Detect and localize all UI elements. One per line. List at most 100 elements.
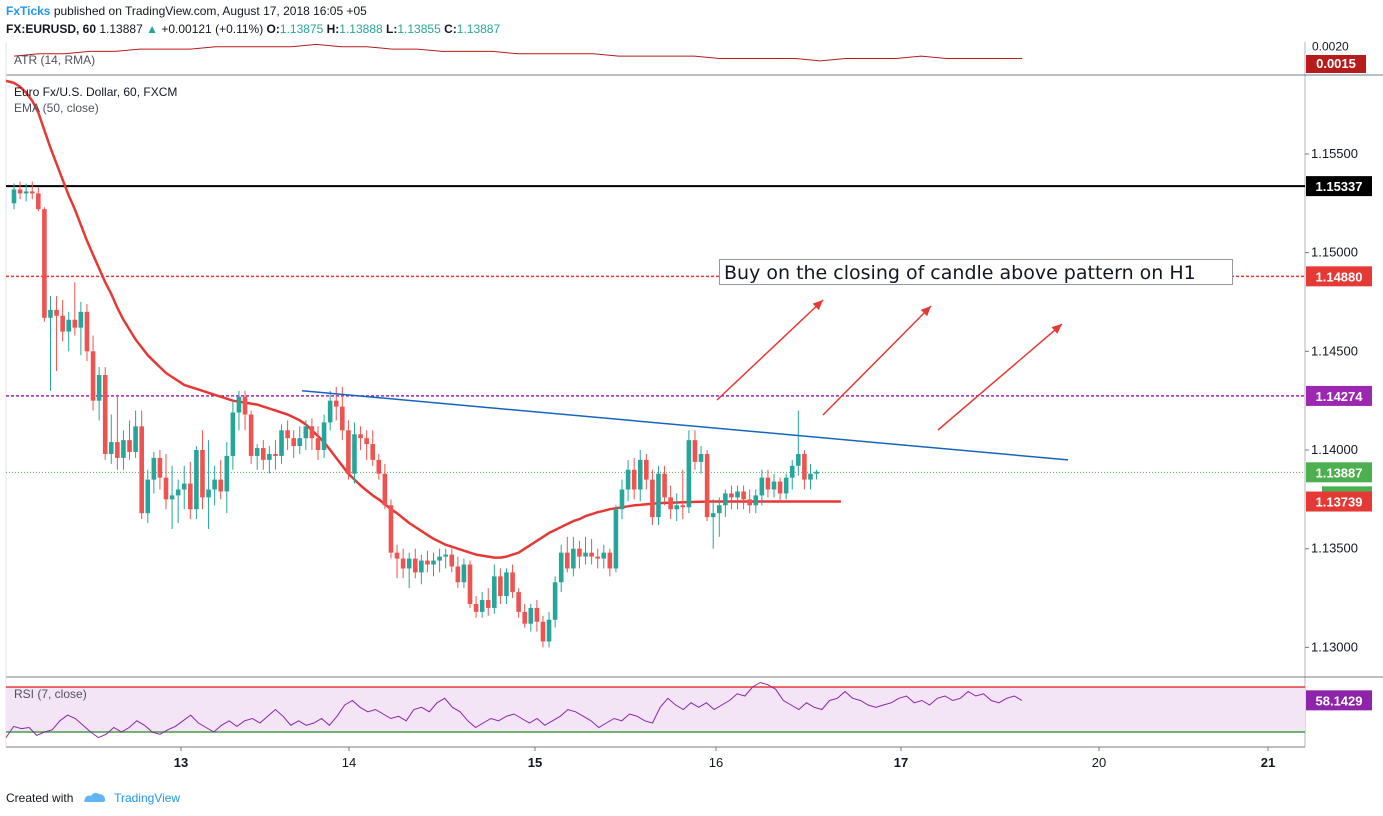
candle-body [680, 505, 686, 508]
candle [443, 548, 448, 569]
candle-body [115, 442, 120, 458]
candle [759, 469, 765, 506]
rsi-label: RSI (7, close) [14, 687, 87, 701]
rsi-value-tag [1306, 690, 1372, 711]
last-price: 1.13887 [99, 22, 143, 36]
candle [485, 588, 491, 616]
candle-body [510, 572, 515, 593]
chart-area[interactable]: ATR (14, RMA) 0.0020 0.0015 Buy on the clo… [0, 40, 1383, 790]
buy-arrow-head [920, 306, 931, 317]
candle-body [704, 453, 710, 518]
candle [157, 450, 163, 490]
candle-body [437, 556, 442, 561]
candle [437, 548, 442, 573]
candle-body [741, 491, 746, 500]
candle-body [461, 564, 467, 583]
candle [96, 367, 102, 421]
candle-body [48, 309, 53, 318]
candle [321, 414, 327, 458]
candle [273, 440, 278, 470]
buy-arrow [822, 305, 932, 416]
candle-body [808, 473, 813, 480]
candle-body [394, 552, 400, 559]
candle-body [364, 438, 369, 445]
candle-body [771, 481, 777, 490]
candle-body [273, 453, 278, 456]
candle [358, 426, 363, 451]
candle [668, 485, 673, 520]
candle-body [571, 548, 576, 569]
buy-arrow [716, 299, 824, 401]
candle-body [188, 483, 193, 510]
candle [60, 300, 65, 342]
candle [297, 426, 303, 454]
candle-body [729, 493, 734, 498]
candle [327, 390, 333, 431]
trendline [301, 390, 1069, 461]
candle [17, 181, 23, 200]
time-tick-label: 17 [894, 755, 908, 770]
candle [370, 430, 376, 466]
current-price-tag [1306, 462, 1372, 483]
current-price-tag-label: 1.13887 [1316, 465, 1363, 480]
candle-body [291, 438, 296, 447]
candle-body [619, 489, 625, 510]
candle [625, 459, 631, 502]
candle [218, 459, 224, 500]
candle-body [644, 459, 649, 480]
candle [637, 450, 643, 502]
close-value: 1.13887 [456, 22, 501, 36]
candle [260, 440, 266, 470]
candle [631, 457, 637, 500]
candle-body [455, 566, 461, 583]
candle-body [108, 442, 114, 454]
candle-body [224, 455, 230, 492]
candle-body [753, 495, 759, 506]
candle-body [516, 592, 521, 612]
annotation-text: Buy on the closing of candle above patte… [724, 262, 1196, 284]
candle-body [157, 457, 163, 478]
open-value: 1.13875 [279, 22, 324, 36]
high-label: H: [326, 22, 340, 36]
candle-body [473, 603, 479, 612]
candle [455, 556, 461, 589]
atr-axis-tick: 0.0020 [1312, 40, 1349, 54]
candle-body [431, 560, 436, 565]
buy-arrow-shaft [716, 299, 824, 401]
candle [473, 596, 479, 618]
candle [802, 450, 807, 490]
candle [789, 459, 795, 490]
candle [777, 477, 783, 502]
atr-value-label: 0.0015 [1316, 56, 1356, 71]
candle-body [467, 564, 473, 604]
price-tick-label: 1.14000 [1311, 442, 1358, 457]
candle-body [498, 576, 503, 597]
candle-body [181, 483, 187, 490]
candle-body [631, 469, 637, 490]
candle-body [479, 600, 485, 612]
candle [72, 282, 78, 336]
candle-body [346, 430, 351, 474]
candle-body [84, 311, 90, 352]
open-label: O: [266, 22, 280, 36]
candle [601, 544, 607, 569]
publisher-name[interactable]: FxTicks [6, 4, 51, 18]
horizontal-levels [6, 185, 1305, 473]
tradingview-brand[interactable]: TradingView [114, 791, 181, 805]
candle [419, 554, 424, 585]
candle-body [796, 453, 801, 466]
candle-body [163, 477, 169, 500]
candle-body [236, 396, 242, 413]
candle [589, 538, 594, 565]
candle-body [36, 193, 41, 210]
ema-value-label: 1.13739 [1316, 495, 1363, 510]
candle [400, 548, 406, 579]
candle [528, 603, 534, 632]
atr-line [13, 43, 1022, 62]
candle [200, 430, 205, 510]
candle [29, 181, 35, 200]
candle [595, 548, 600, 569]
candle-body [607, 552, 613, 569]
candle-body [735, 491, 740, 498]
ema-layer [5, 79, 841, 559]
